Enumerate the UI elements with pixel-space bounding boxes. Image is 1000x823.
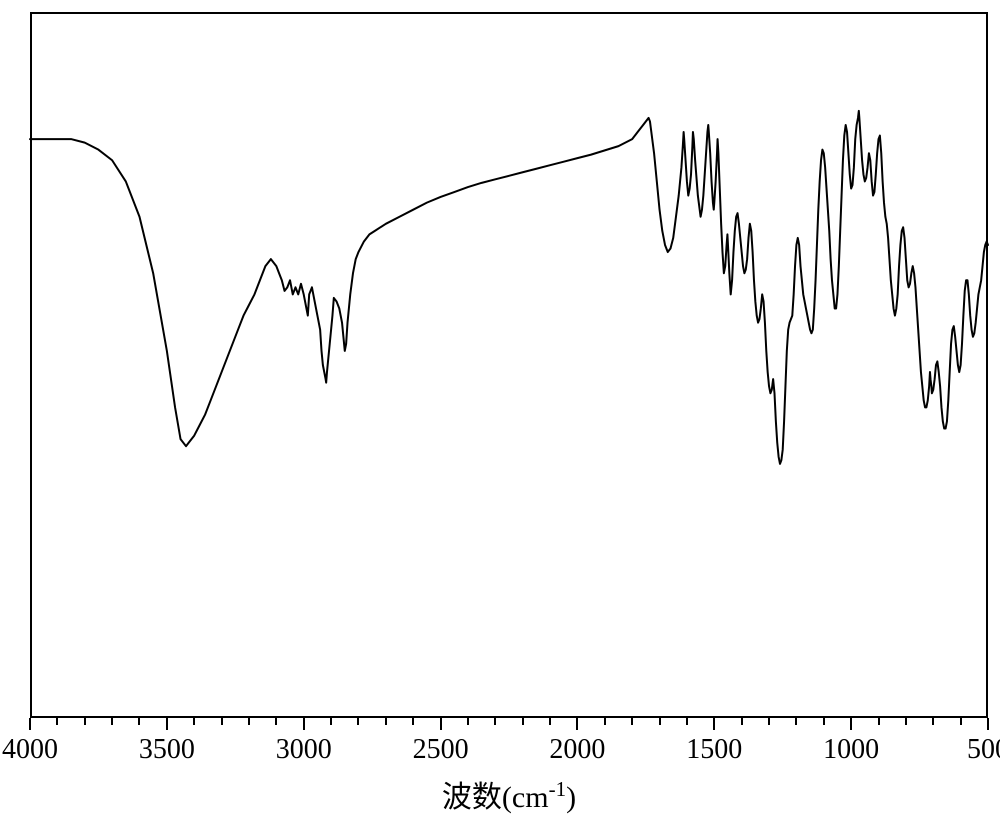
x-minor-tick [412,718,414,725]
x-major-tick [166,718,168,730]
x-minor-tick [357,718,359,725]
x-minor-tick [631,718,633,725]
x-minor-tick [659,718,661,725]
x-minor-tick [56,718,58,725]
x-major-tick [713,718,715,730]
x-tick-label: 3500 [139,734,195,766]
x-minor-tick [193,718,195,725]
x-minor-tick [138,718,140,725]
x-major-tick [850,718,852,730]
x-minor-tick [741,718,743,725]
x-minor-tick [960,718,962,725]
x-major-tick [440,718,442,730]
x-minor-tick [467,718,469,725]
spectrum-line [0,0,1000,823]
x-major-tick [987,718,989,730]
ir-spectrum-figure: 4000 3500 3000 2500 2000 1500 1000 500 波数(cm-1) [0,0,1000,823]
x-tick-label: 1500 [686,734,742,766]
x-minor-tick [549,718,551,725]
x-minor-tick [111,718,113,725]
x-major-tick [576,718,578,730]
x-tick-label: 2000 [549,734,605,766]
x-minor-tick [878,718,880,725]
x-minor-tick [385,718,387,725]
x-minor-tick [795,718,797,725]
x-minor-tick [275,718,277,725]
x-tick-label: 4000 [2,734,58,766]
x-minor-tick [823,718,825,725]
x-minor-tick [604,718,606,725]
x-minor-tick [932,718,934,725]
x-minor-tick [221,718,223,725]
x-minor-tick [494,718,496,725]
x-minor-tick [905,718,907,725]
x-minor-tick [84,718,86,725]
x-tick-label: 3000 [276,734,332,766]
x-minor-tick [522,718,524,725]
x-major-tick [29,718,31,730]
x-tick-label: 500 [967,734,1000,766]
x-minor-tick [686,718,688,725]
x-minor-tick [248,718,250,725]
x-minor-tick [768,718,770,725]
x-tick-label: 1000 [823,734,879,766]
x-axis-title: 波数(cm-1) [442,772,576,816]
x-major-tick [303,718,305,730]
x-minor-tick [330,718,332,725]
x-tick-label: 2500 [413,734,469,766]
